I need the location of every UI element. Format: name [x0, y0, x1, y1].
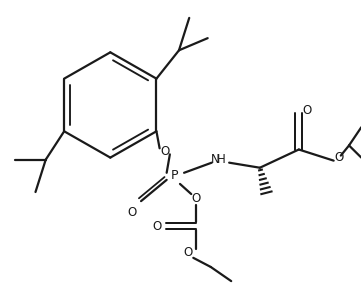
Text: O: O [184, 246, 193, 259]
Text: N: N [210, 153, 219, 166]
Text: O: O [192, 192, 201, 205]
Text: H: H [216, 153, 225, 166]
Text: O: O [334, 151, 344, 164]
Text: O: O [302, 103, 312, 117]
Text: P: P [171, 169, 178, 182]
Text: O: O [127, 206, 136, 219]
Text: O: O [153, 220, 162, 233]
Text: O: O [160, 145, 169, 158]
